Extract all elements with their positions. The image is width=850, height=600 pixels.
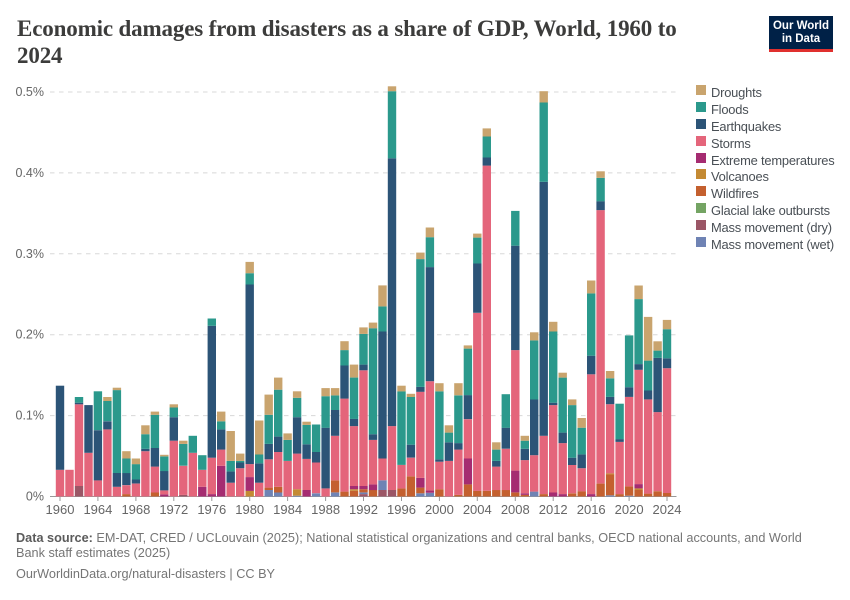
svg-text:2012: 2012 <box>539 502 568 517</box>
svg-text:1980: 1980 <box>235 502 264 517</box>
svg-text:2020: 2020 <box>615 502 644 517</box>
svg-text:2008: 2008 <box>501 502 530 517</box>
svg-text:1984: 1984 <box>273 502 302 517</box>
svg-text:2016: 2016 <box>577 502 606 517</box>
svg-text:2000: 2000 <box>425 502 454 517</box>
svg-text:1976: 1976 <box>197 502 226 517</box>
svg-text:2004: 2004 <box>463 502 492 517</box>
svg-text:0.5%: 0.5% <box>16 85 45 99</box>
svg-text:1988: 1988 <box>311 502 340 517</box>
svg-text:0.1%: 0.1% <box>16 409 45 423</box>
svg-text:0.3%: 0.3% <box>16 247 45 261</box>
svg-text:1964: 1964 <box>83 502 112 517</box>
svg-text:1992: 1992 <box>349 502 378 517</box>
svg-text:0%: 0% <box>26 490 44 504</box>
svg-text:1996: 1996 <box>387 502 416 517</box>
svg-text:1960: 1960 <box>46 502 75 517</box>
svg-text:1972: 1972 <box>159 502 188 517</box>
svg-text:2024: 2024 <box>653 502 682 517</box>
svg-text:1968: 1968 <box>121 502 150 517</box>
svg-text:0.4%: 0.4% <box>16 166 45 180</box>
svg-text:0.2%: 0.2% <box>16 328 45 342</box>
